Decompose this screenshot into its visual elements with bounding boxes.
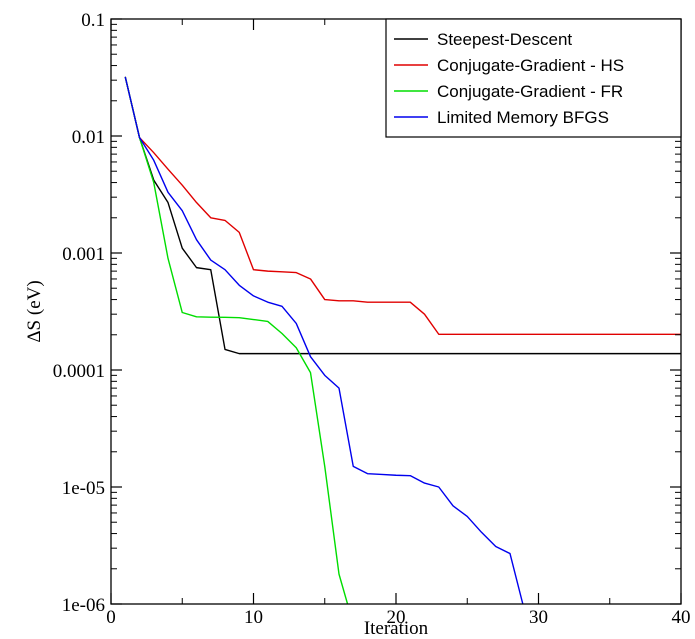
series-line-2 xyxy=(124,76,681,335)
y-axis-title: ΔS (eV) xyxy=(24,280,45,342)
series-line-3 xyxy=(124,76,349,604)
series-line-1 xyxy=(124,76,681,355)
y-tick-label: 0.0001 xyxy=(53,361,105,382)
legend-label: Conjugate-Gradient - FR xyxy=(437,82,623,101)
y-tick-label: 1e-05 xyxy=(62,478,105,499)
legend-label: Conjugate-Gradient - HS xyxy=(437,56,624,75)
y-tick-label: 1e-06 xyxy=(62,595,105,616)
x-tick-label: 20 xyxy=(387,607,406,628)
x-tick-label: 30 xyxy=(529,607,548,628)
series-line-4 xyxy=(124,76,524,604)
x-axis-title: Iteration xyxy=(364,618,429,639)
y-tick-label: 0.1 xyxy=(81,10,105,31)
y-tick-label: 0.001 xyxy=(62,244,105,265)
legend: Steepest-Descent Conjugate-Gradient - HS C… xyxy=(385,18,682,138)
legend-label: Steepest-Descent xyxy=(437,30,572,49)
y-tick-label: 0.01 xyxy=(72,127,105,148)
y-axis: 0.1 0.01 0.001 0.0001 1e-05 1e-06 xyxy=(53,10,681,616)
legend-label: Limited Memory BFGS xyxy=(437,108,609,127)
x-tick-label: 40 xyxy=(672,607,691,628)
x-tick-label: 0 xyxy=(106,607,116,628)
legend-box xyxy=(385,18,682,138)
series-layer xyxy=(124,76,681,604)
x-tick-label: 10 xyxy=(244,607,263,628)
